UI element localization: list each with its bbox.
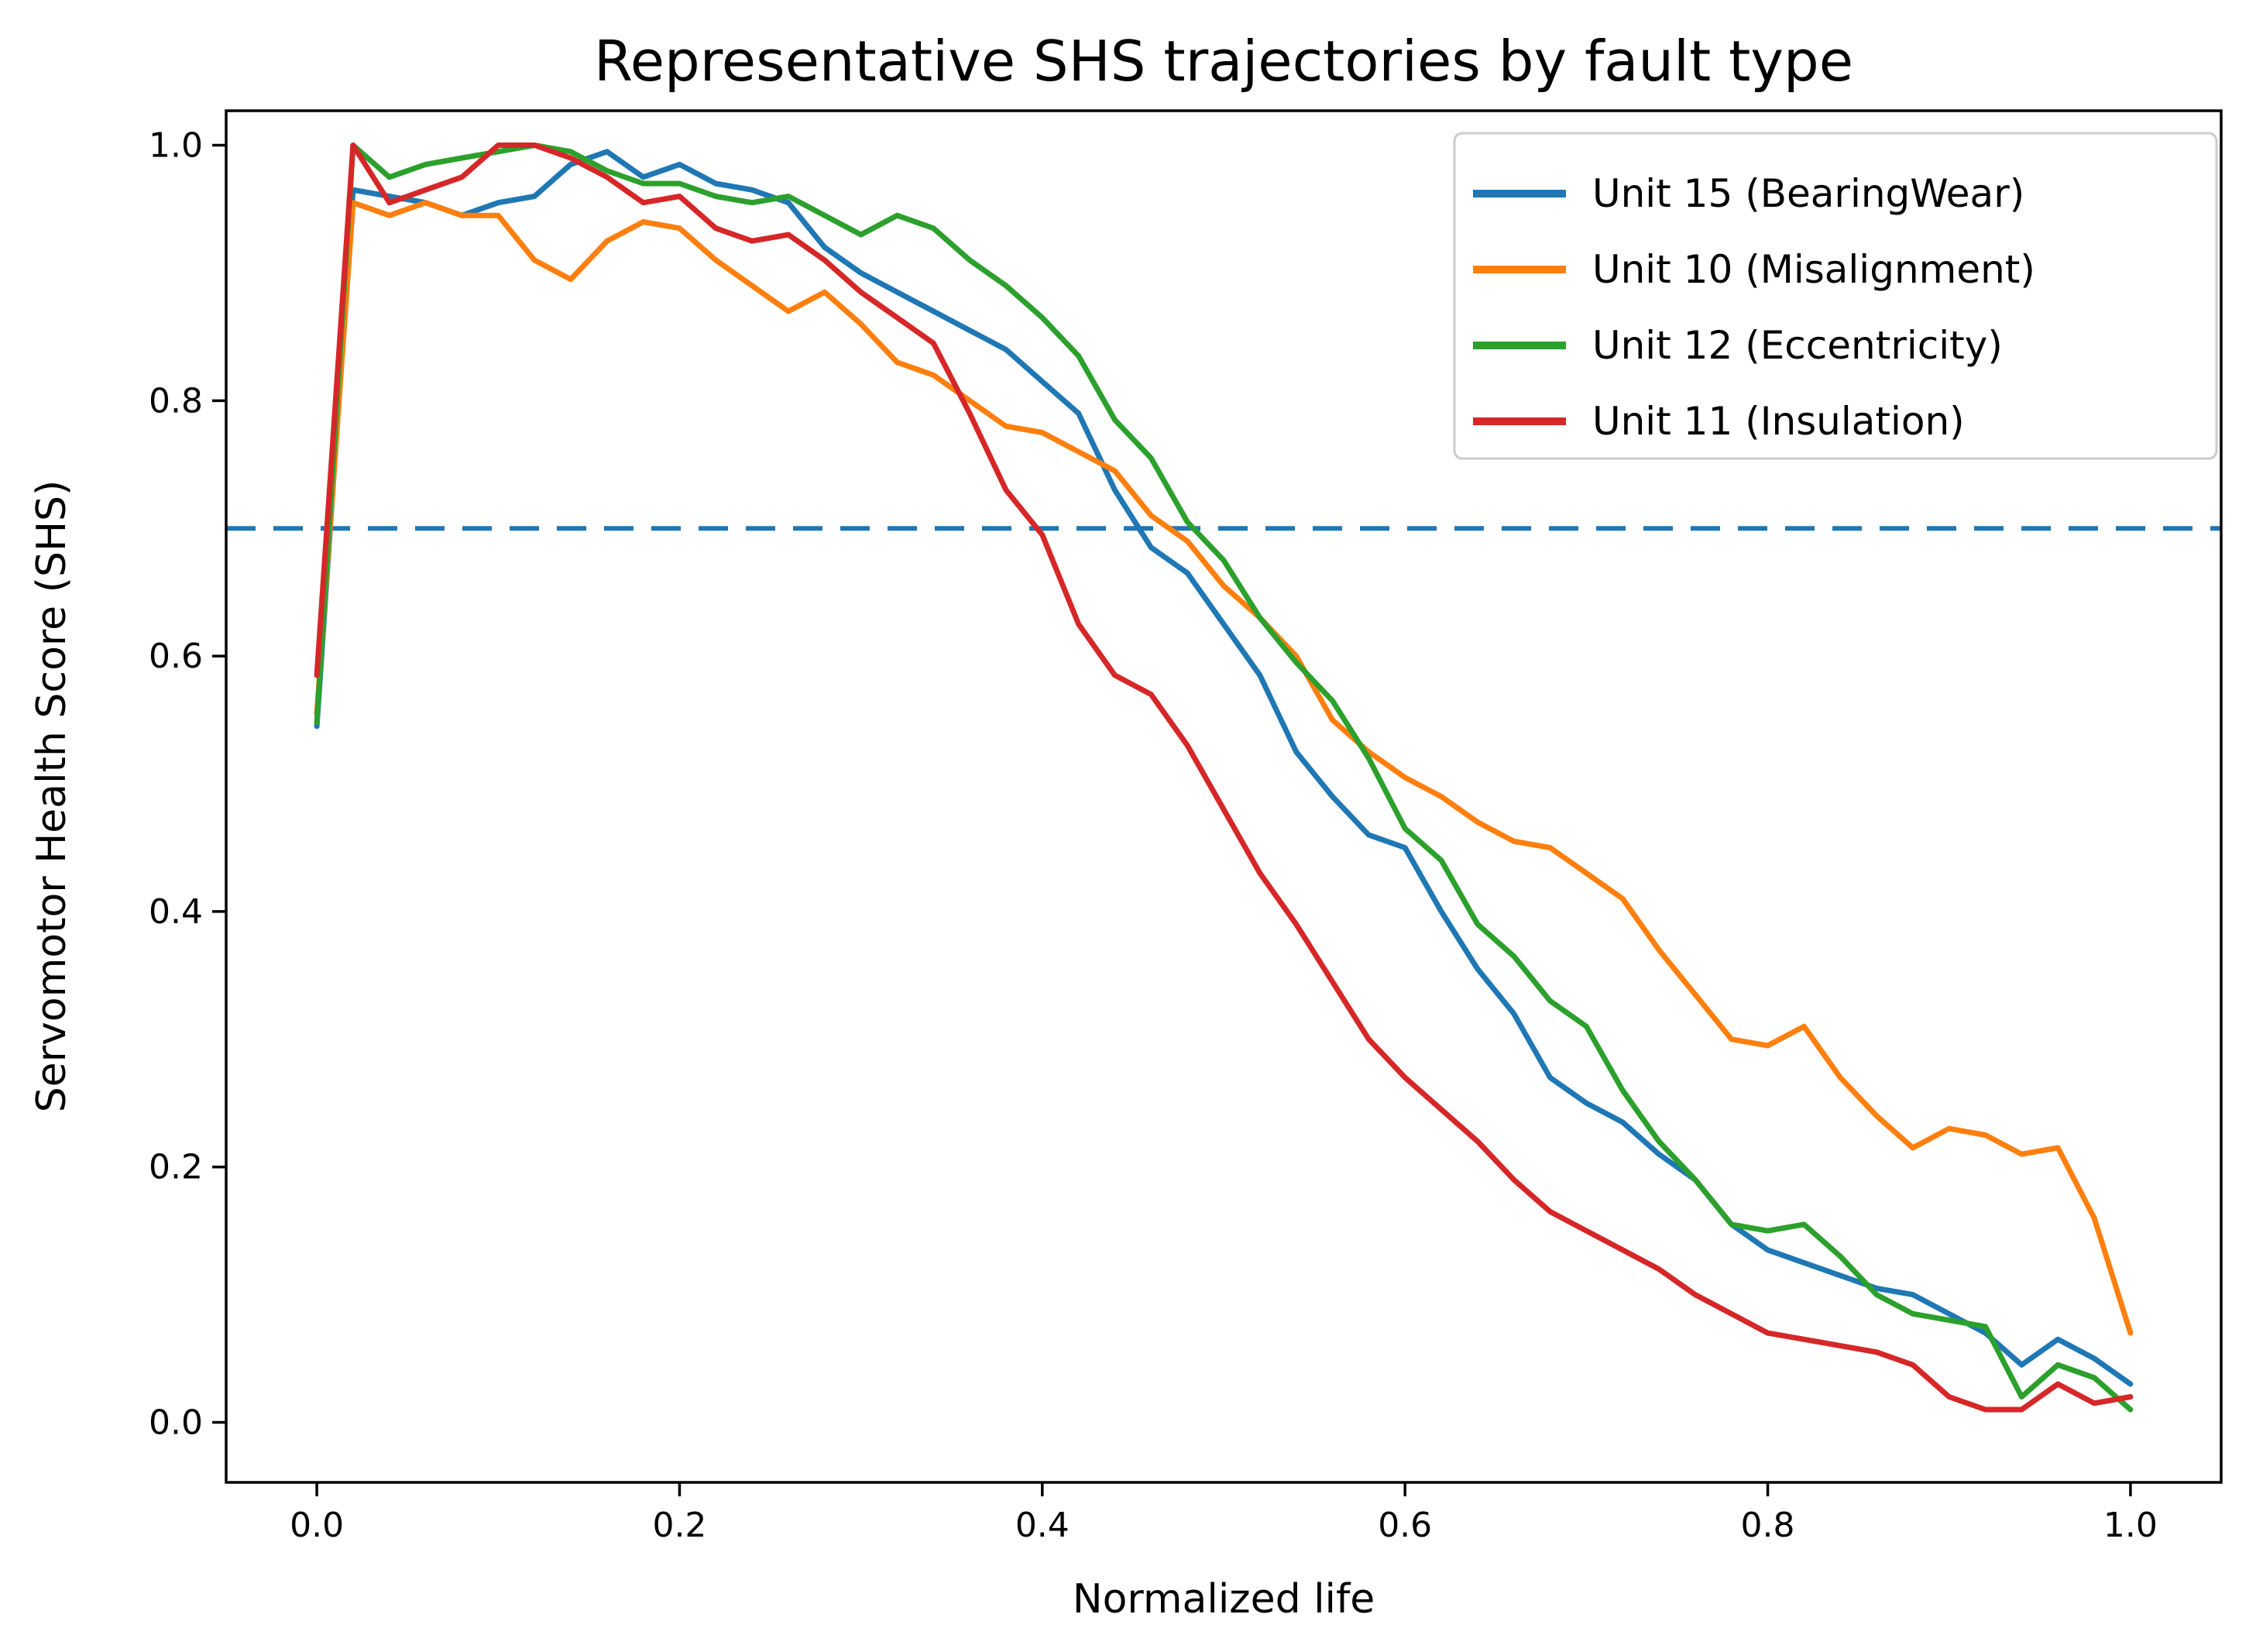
- legend-item-label: Unit 15 (BearingWear): [1592, 171, 2024, 216]
- x-tick-label: 0.8: [1741, 1506, 1795, 1545]
- legend-box: [1453, 132, 2218, 460]
- series-line-4: [314, 143, 2134, 1413]
- series-line-3: [314, 143, 2134, 1413]
- chart-title: Representative SHS trajectories by fault…: [594, 29, 1853, 94]
- series-line-1: [314, 149, 2134, 1387]
- legend-item-label: Unit 11 (Insulation): [1592, 399, 1965, 444]
- y-axis-label: Servomotor Health Score (SHS): [29, 480, 75, 1113]
- y-tick-label: 0.4: [149, 892, 203, 932]
- legend-item: Unit 12 (Eccentricity): [1473, 323, 2003, 368]
- x-tick-label: 0.4: [1015, 1506, 1070, 1545]
- x-tick-label: 0.0: [290, 1506, 344, 1545]
- legend-item: Unit 11 (Insulation): [1473, 399, 1965, 444]
- y-tick-label: 0.8: [149, 381, 203, 421]
- y-tick-label: 1.0: [149, 126, 203, 166]
- series-line-2: [314, 200, 2134, 1336]
- series-group: [314, 143, 2134, 1413]
- x-axis: 0.0 0.2 0.4 0.6 0.8 1.0: [290, 1482, 2158, 1545]
- x-tick-label: 1.0: [2103, 1506, 2158, 1545]
- legend-item-label: Unit 12 (Eccentricity): [1592, 323, 2003, 368]
- x-axis-label: Normalized life: [1073, 1576, 1375, 1623]
- legend-item: Unit 15 (BearingWear): [1473, 171, 2024, 216]
- axes-spines: [225, 109, 2223, 1484]
- y-tick-label: 0.0: [149, 1403, 203, 1442]
- x-tick-label: 0.6: [1378, 1506, 1432, 1545]
- legend: Unit 15 (BearingWear) Unit 10 (Misalignme…: [1453, 132, 2218, 460]
- y-tick-label: 0.2: [149, 1148, 203, 1187]
- y-axis: 0.0 0.2 0.4 0.6 0.8 1.0: [149, 126, 226, 1442]
- x-tick-label: 0.2: [652, 1506, 706, 1545]
- y-tick-label: 0.6: [149, 637, 203, 676]
- legend-item: Unit 10 (Misalignment): [1473, 247, 2035, 292]
- legend-item-label: Unit 10 (Misalignment): [1592, 247, 2035, 292]
